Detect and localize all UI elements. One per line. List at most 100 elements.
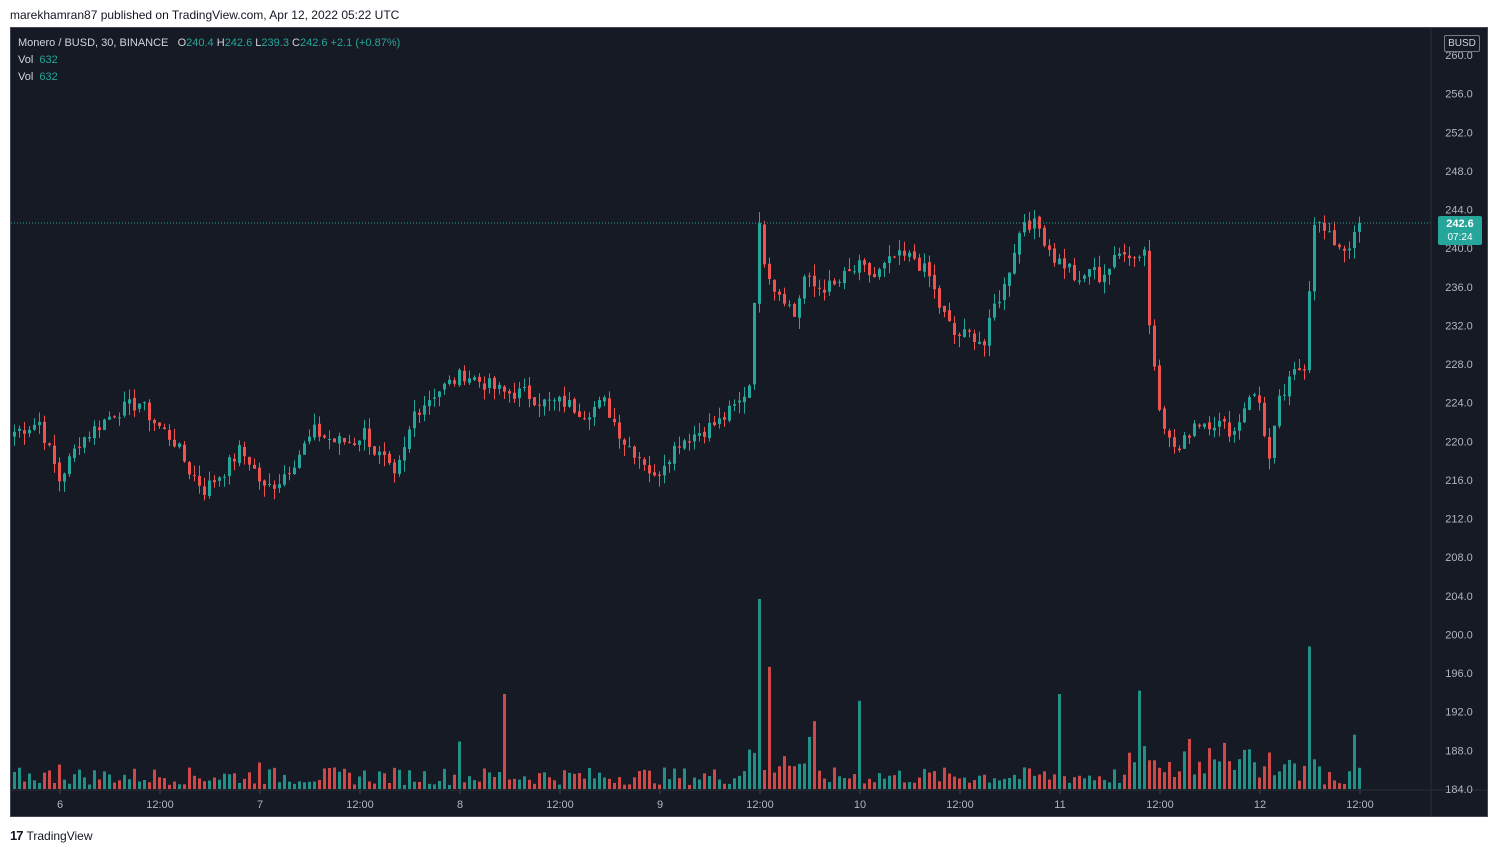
candle-body [483,383,486,390]
volume-bar [573,773,576,789]
candle-body [383,451,386,456]
volume-bar [1208,748,1211,789]
volume-bar [213,777,216,789]
candle-body [88,437,91,439]
volume-bar [313,781,316,789]
volume-bar [38,782,41,789]
volume-bar [1248,749,1251,789]
candle-body [698,432,701,436]
volume-bar [78,769,81,789]
volume-bar [153,769,156,789]
volume-bar [738,775,741,789]
price-chart[interactable]: 184.0 188.0 192.0 196.0 200.0 204.0 208.0 212.0… [11,28,1487,816]
candle-body [283,474,286,485]
volume-bar [1213,759,1216,789]
candle-body [423,405,426,415]
candle-body [293,467,296,475]
candle-body [438,391,441,398]
time-tick-label: 8 [457,799,463,811]
candle-body [553,400,556,402]
volume-bar [1273,775,1276,789]
low-label: L [255,37,262,49]
candle-body [253,464,256,469]
candle-body [763,224,766,265]
volume-bar [878,773,881,789]
candle-body [148,402,151,421]
volume-bar [993,778,996,789]
candle-body [903,250,906,256]
volume-bar [1263,766,1266,789]
price-tick-label: 204.0 [1445,591,1473,603]
currency-button[interactable]: BUSD [1444,35,1480,52]
candle-body [1353,232,1356,248]
volume-bar [13,771,16,789]
candle-body [208,480,211,496]
candle-body [1198,424,1201,427]
candle-body [403,447,406,461]
candle-body [1308,291,1311,371]
volume-bar [188,767,191,789]
volume-bar [958,778,961,789]
price-tick-label: 220.0 [1445,436,1473,448]
candle-body [343,437,346,443]
volume-bar [68,783,71,789]
candle-body [783,293,786,304]
volume-bar [1103,779,1106,789]
volume-bar [1123,774,1126,789]
candle-body [1298,368,1301,371]
time-tick-label: 12 [1254,799,1266,811]
time-tick-label: 6 [57,799,63,811]
volume-bar [343,768,346,789]
candle-body [1028,220,1031,230]
candle-body [538,404,541,406]
volume-bar [683,768,686,789]
volume-row-1: Vol 632 [18,52,400,69]
volume-bar [753,752,756,789]
volume-bar [488,772,491,789]
candle-body [1018,233,1021,255]
candle-body [1103,274,1106,283]
candle-body [983,341,986,346]
candle-body [398,459,401,474]
volume-bar [1298,780,1301,789]
volume-bar [293,783,296,789]
price-tick-label: 208.0 [1445,552,1473,564]
candle-body [1333,230,1336,246]
volume-bar [1328,772,1331,789]
volume-bar [1098,776,1101,789]
candle-body [418,412,421,415]
volume-bar [1113,769,1116,789]
volume-bar [1078,775,1081,789]
candle-body [1233,431,1236,435]
volume-row-2: Vol 632 [18,69,400,86]
volume-bar [43,772,46,789]
tradingview-brand[interactable]: 17 TradingView [10,828,93,843]
volume-bar [508,779,511,789]
candle-body [1348,248,1351,251]
time-tick-label: 7 [257,799,263,811]
symbol-label[interactable]: Monero / BUSD, 30, BINANCE [18,37,169,49]
volume-bar [1178,771,1181,789]
candle-body [433,397,436,399]
volume-bar [1118,782,1121,789]
candle-body [723,417,726,420]
volume-bar [1188,738,1191,789]
volume-bar [388,783,391,789]
candle-body [123,401,126,416]
candle-body [688,441,691,443]
candle-body [798,298,801,318]
volume-bar [873,782,876,789]
candle-body [13,431,16,437]
candle-body [598,399,601,408]
volume-bar [53,782,56,789]
candle-body [1013,252,1016,274]
candles [13,209,1361,501]
axes: 184.0 188.0 192.0 196.0 200.0 204.0 208.0 212.0… [11,28,1487,816]
volume-bar [743,771,746,789]
candle-body [1338,244,1341,248]
volume-bar [108,774,111,789]
volume-bar [263,783,266,789]
chart-frame[interactable]: 184.0 188.0 192.0 196.0 200.0 204.0 208.0 212.0… [10,27,1488,817]
candle-body [1328,231,1331,233]
volume-bar [1133,762,1136,789]
